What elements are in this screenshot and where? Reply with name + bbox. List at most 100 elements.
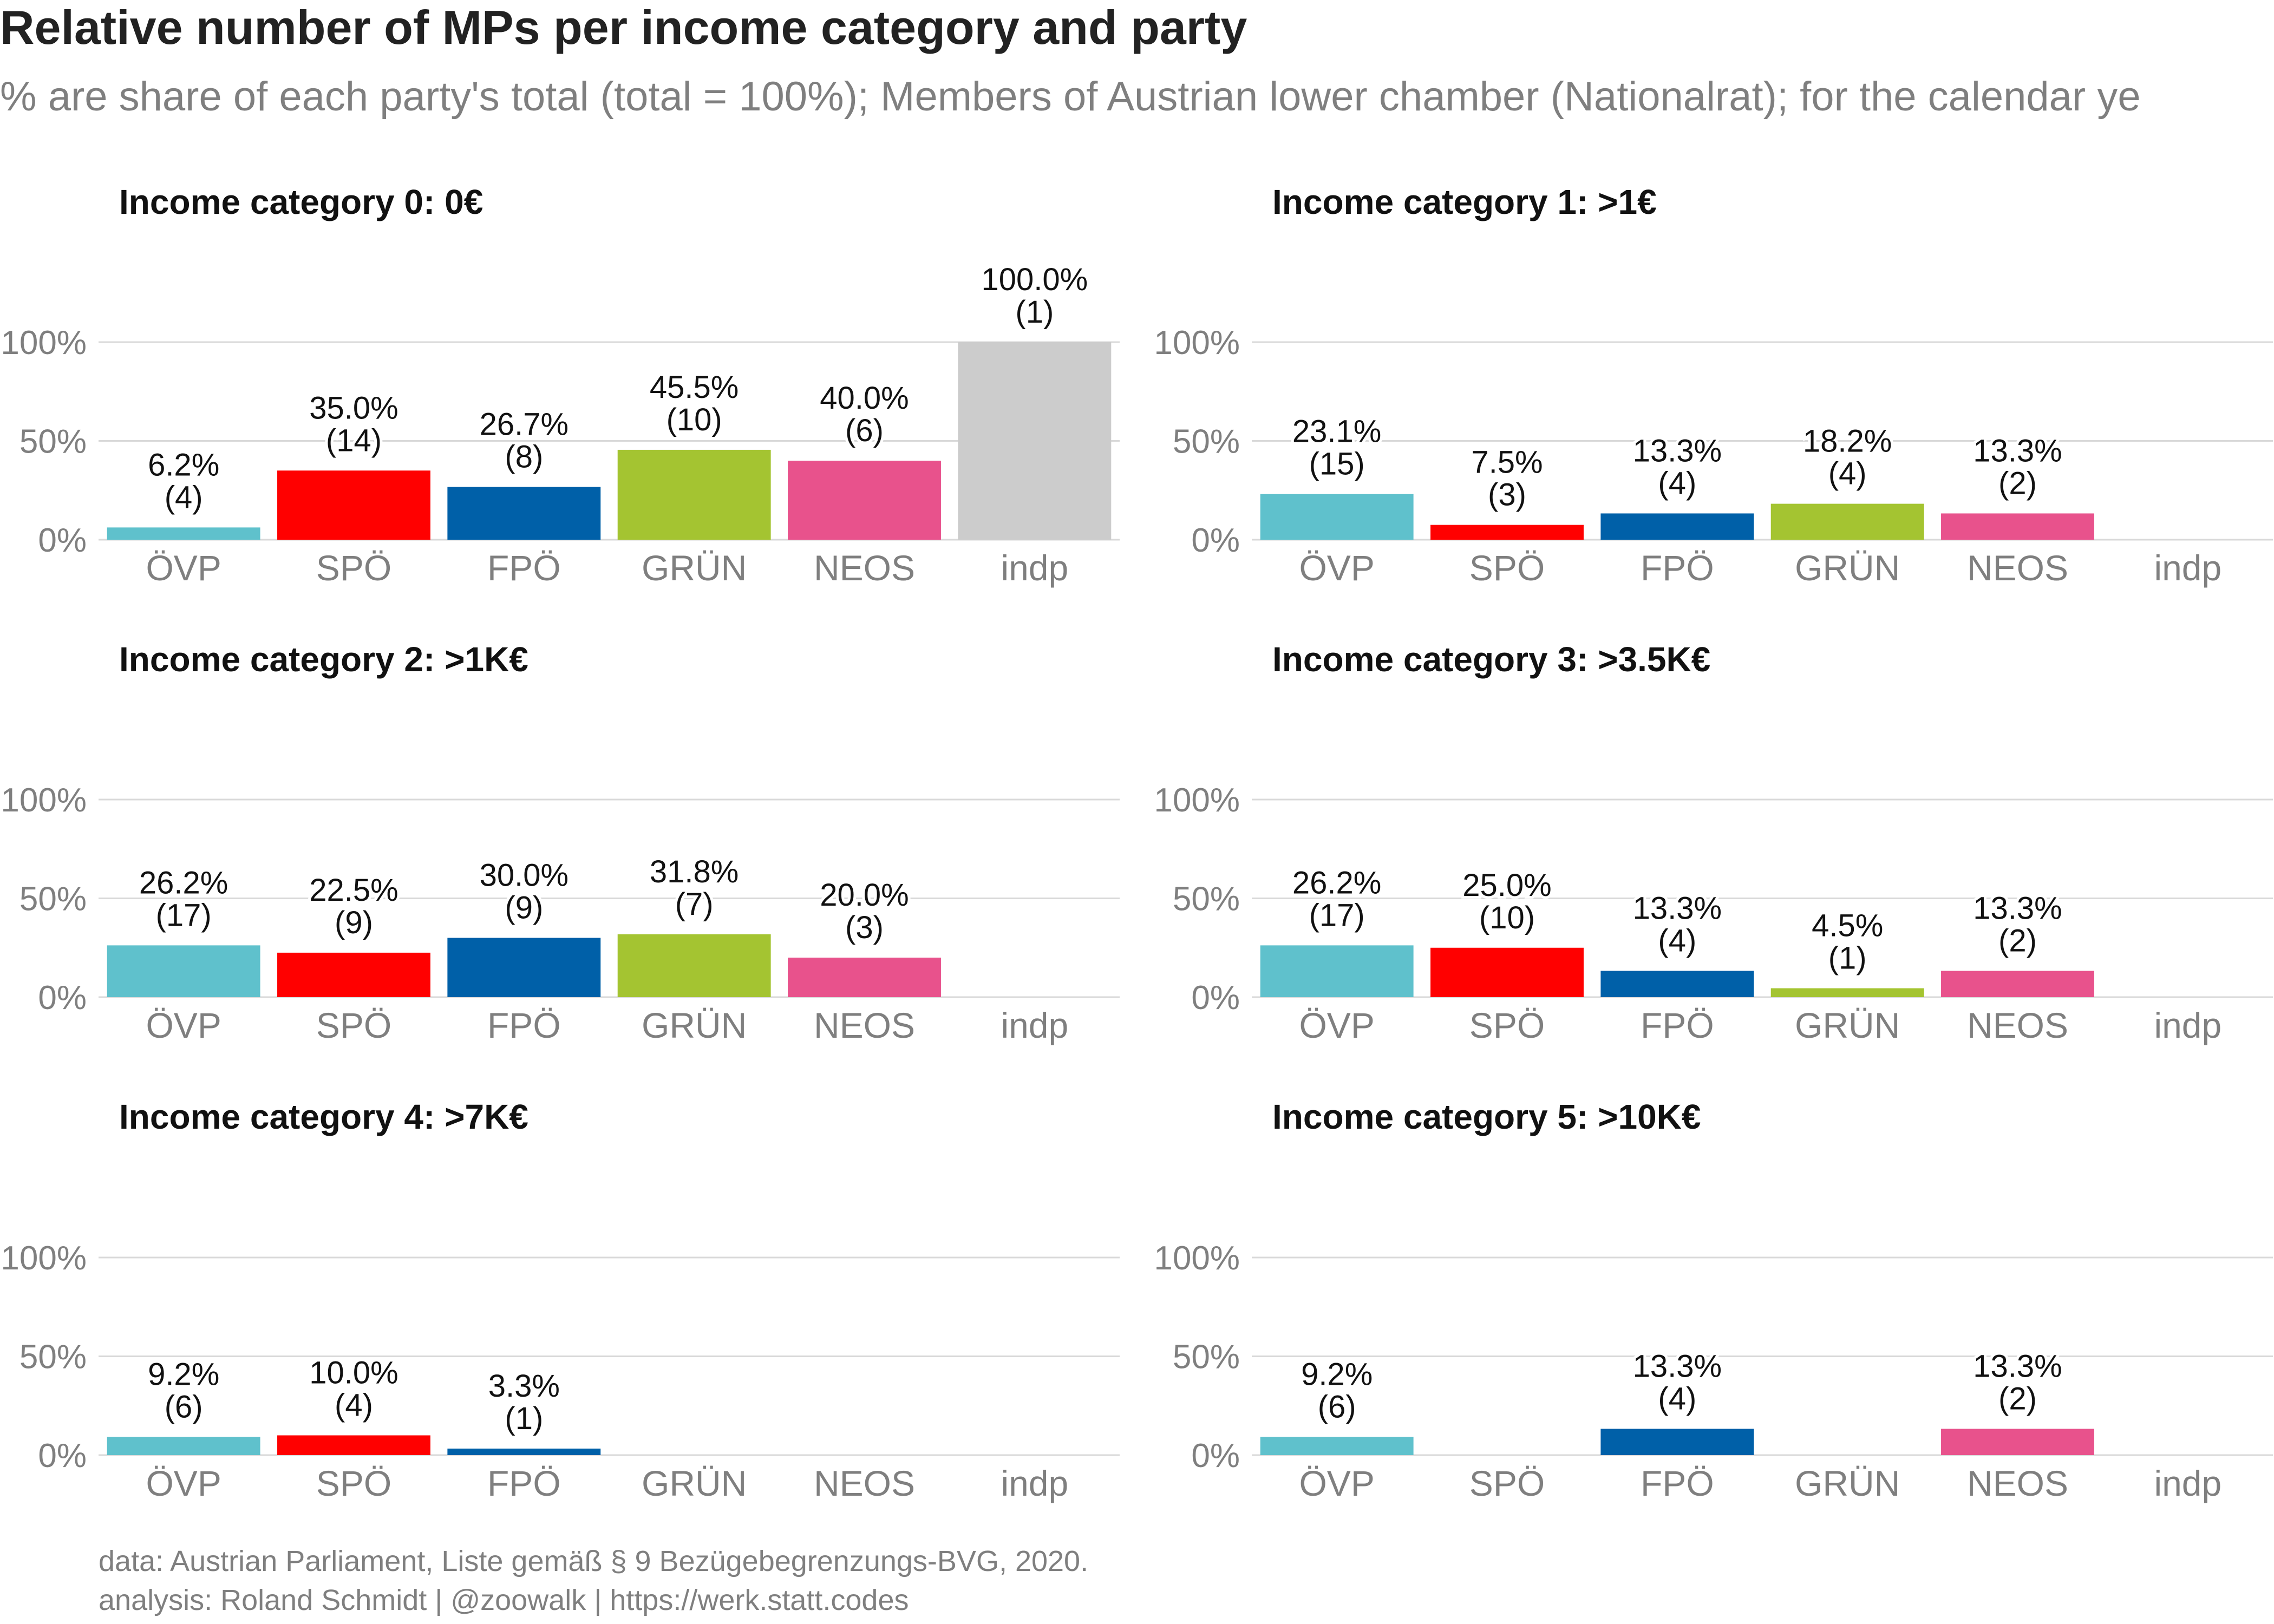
bar-NEOS <box>1941 513 2094 540</box>
data-label-percent: 7.5% <box>1471 445 1543 480</box>
data-label-percent: 100.0% <box>981 262 1088 297</box>
data-label-count: (6) <box>845 413 884 448</box>
panel-title: Income category 5: >10K€ <box>1272 1097 1701 1136</box>
panel-title: Income category 3: >3.5K€ <box>1272 640 1710 679</box>
x-tick-label: NEOS <box>814 1005 915 1045</box>
x-tick-label: NEOS <box>814 548 915 588</box>
data-label-percent: 26.7% <box>480 407 568 442</box>
data-label-count: (9) <box>505 890 543 926</box>
y-tick-label: 100% <box>1154 782 1240 819</box>
data-label-count: (4) <box>165 480 203 515</box>
y-tick-label: 50% <box>19 881 87 918</box>
x-tick-label: FPÖ <box>1641 1463 1714 1503</box>
y-tick-label: 50% <box>1173 423 1240 461</box>
x-tick-label: GRÜN <box>1795 548 1900 588</box>
x-tick-label: NEOS <box>1967 1005 2068 1045</box>
x-tick-label: ÖVP <box>1299 1463 1374 1503</box>
data-label-count: (15) <box>1309 447 1365 482</box>
data-label-percent: 13.3% <box>1973 433 2062 468</box>
data-label-percent: 22.5% <box>309 873 398 908</box>
bar-ÖVP <box>1260 945 1414 997</box>
x-tick-label: NEOS <box>1967 548 2068 588</box>
chart-subtitle: % are share of each party's total (total… <box>0 74 2141 120</box>
data-label-percent: 31.8% <box>650 854 739 889</box>
data-label-percent: 13.3% <box>1633 433 1722 468</box>
data-label-percent: 23.1% <box>1292 414 1381 449</box>
facet-panel-1: Income category 1: >1€ 0% 50% 100% 23.1%(15)… <box>1154 182 2273 588</box>
x-tick-label: indp <box>2154 1005 2221 1045</box>
data-label-percent: 20.0% <box>820 878 909 913</box>
bar-SPÖ <box>277 1435 430 1455</box>
bar-NEOS <box>788 461 941 540</box>
bar-ÖVP <box>107 945 260 997</box>
y-tick-label: 100% <box>1 782 87 819</box>
data-label-percent: 10.0% <box>309 1355 398 1391</box>
y-tick-label: 50% <box>1173 881 1240 918</box>
data-label-count: (6) <box>1318 1389 1356 1424</box>
y-tick-label: 100% <box>1 324 87 362</box>
y-tick-label: 0% <box>38 979 87 1017</box>
y-tick-label: 100% <box>1154 1240 1240 1277</box>
data-label-count: (17) <box>1309 898 1365 933</box>
caption-data-source: data: Austrian Parliament, Liste gemäß §… <box>99 1545 1089 1577</box>
data-label-count: (2) <box>1998 466 2037 501</box>
x-tick-label: SPÖ <box>1469 1463 1545 1503</box>
facet-panel-2: Income category 2: >1K€ 0% 50% 100% 26.2%(17… <box>1 640 1120 1045</box>
data-label-count: (10) <box>1479 900 1535 935</box>
data-label-percent: 30.0% <box>480 858 568 893</box>
x-tick-label: GRÜN <box>642 1005 747 1045</box>
data-label-count: (1) <box>505 1401 543 1436</box>
x-tick-label: GRÜN <box>1795 1463 1900 1503</box>
facet-panel-3: Income category 3: >3.5K€0%50%100%26.2%(… <box>1154 640 2273 1045</box>
x-tick-label: ÖVP <box>146 1463 221 1503</box>
bar-GRÜN <box>1770 503 1924 540</box>
data-label-count: (4) <box>1658 1381 1696 1416</box>
facet-panel-4: Income category 4: >7K€ 0% 50% 100% 9.2%(6) Ö… <box>1 1097 1120 1503</box>
data-label-percent: 40.0% <box>820 381 909 416</box>
data-label-count: (7) <box>675 887 714 922</box>
data-label-percent: 9.2% <box>1301 1357 1373 1392</box>
y-tick-label: 50% <box>1173 1339 1240 1376</box>
bar-ÖVP <box>1260 1437 1414 1455</box>
data-label-count: (17) <box>156 898 212 933</box>
x-tick-label: SPÖ <box>316 1005 391 1045</box>
data-label-count: (1) <box>1828 941 1867 976</box>
x-tick-label: ÖVP <box>146 1005 221 1045</box>
data-label-percent: 9.2% <box>148 1357 219 1392</box>
facet-panel-5: Income category 5: >10K€ 0% 50% 100% 9.2%(6)… <box>1154 1097 2273 1503</box>
x-tick-label: indp <box>2154 1463 2221 1503</box>
data-label-count: (8) <box>505 440 543 475</box>
x-tick-label: NEOS <box>1967 1463 2068 1503</box>
panel-title: Income category 2: >1K€ <box>119 640 528 679</box>
x-tick-label: ÖVP <box>146 548 221 588</box>
bar-SPÖ <box>277 952 430 997</box>
panel-title: Income category 4: >7K€ <box>119 1097 528 1136</box>
x-tick-label: indp <box>1001 548 1068 588</box>
bar-SPÖ <box>1430 525 1584 540</box>
data-label-percent: 13.3% <box>1633 890 1722 926</box>
facet-panel-0: Income category 0: 0€ 0% 50% 100% 6.2%(4) ÖVP… <box>1 182 1120 588</box>
data-label-percent: 6.2% <box>148 447 219 482</box>
data-label-count: (4) <box>1658 466 1696 501</box>
bar-ÖVP <box>107 527 260 540</box>
y-tick-label: 0% <box>38 1437 87 1475</box>
data-label-percent: 45.5% <box>650 370 739 405</box>
x-tick-label: SPÖ <box>316 548 391 588</box>
data-label-percent: 35.0% <box>309 390 398 425</box>
data-label-count: (10) <box>666 402 722 437</box>
x-tick-label: GRÜN <box>642 548 747 588</box>
data-label-percent: 13.3% <box>1973 890 2062 926</box>
bar-FPÖ <box>1600 513 1754 540</box>
y-tick-label: 0% <box>1191 1437 1240 1475</box>
bar-FPÖ <box>447 487 601 540</box>
y-tick-label: 100% <box>1154 324 1240 362</box>
bar-SPÖ <box>277 470 430 540</box>
x-tick-label: SPÖ <box>1469 1005 1545 1045</box>
x-tick-label: FPÖ <box>487 1005 561 1045</box>
data-label-count: (2) <box>1998 1381 2037 1416</box>
x-tick-label: FPÖ <box>1641 548 1714 588</box>
chart-caption: data: Austrian Parliament, Liste gemäß §… <box>99 1542 1088 1620</box>
data-label-percent: 25.0% <box>1462 868 1551 903</box>
data-label-count: (3) <box>845 910 884 945</box>
